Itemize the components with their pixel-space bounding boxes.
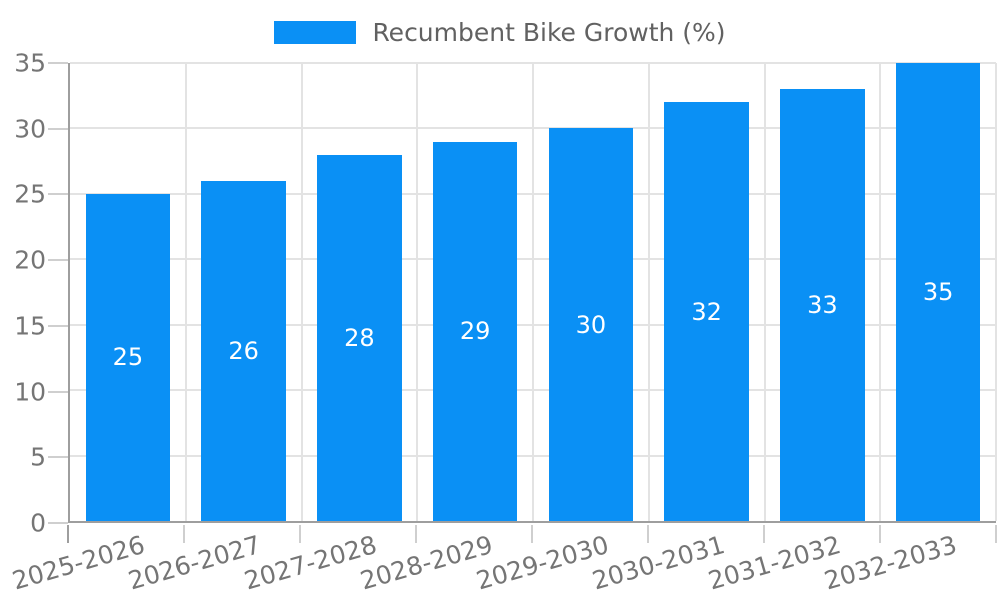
x-category-label: 2032-2033 [820,530,960,596]
x-category-label: 2028-2029 [356,530,496,596]
y-tick-mark [48,193,68,196]
y-tick-mark [48,127,68,130]
x-category-label: 2026-2027 [124,530,264,596]
bar-value-label: 33 [807,291,838,320]
x-tick-mark [763,525,765,543]
x-category-label: 2029-2030 [472,530,612,596]
bar-value-label: 32 [691,297,722,326]
x-category-label: 2030-2031 [588,530,728,596]
bar-value-label: 26 [228,336,259,365]
y-tick-mark [48,62,68,64]
bar-2032-2033[interactable]: 35 [895,63,981,521]
x-category-label: 2031-2032 [704,530,844,596]
bar-value-label: 28 [344,323,375,352]
gridline-vertical [647,63,650,521]
bar-value-label: 30 [575,310,607,339]
y-tick-label: 30 [14,114,46,144]
legend[interactable]: Recumbent Bike Growth (%) [0,20,1000,45]
gridline-vertical [879,63,882,521]
x-tick-mark [415,525,417,543]
y-tick-label: 15 [14,311,46,341]
legend-label: Recumbent Bike Growth (%) [372,18,726,47]
gridline-vertical [763,63,766,521]
bar-value-label: 35 [922,278,954,306]
bar-2027-2028[interactable]: 28 [317,154,402,521]
y-tick-mark [48,456,68,459]
bar-2025-2026[interactable]: 25 [85,193,171,521]
bar-2026-2027[interactable]: 26 [201,180,286,521]
gridline-vertical [995,63,997,521]
y-tick-mark [48,390,68,393]
x-tick-mark [183,525,185,543]
x-category-label: 2027-2028 [240,530,380,596]
y-tick-label: 35 [14,48,46,78]
gridline-vertical [532,63,534,521]
x-axis-ticks [67,525,997,543]
y-tick-label: 20 [14,245,46,275]
y-tick-mark [48,324,68,327]
bar-2030-2031[interactable]: 32 [664,102,749,521]
gridline-vertical [416,63,419,521]
y-tick-label: 25 [14,179,46,209]
x-axis-labels: 2025-2026 2026-2027 2027-2028 2028-2029 2029… [9,530,996,600]
x-tick-mark [879,525,881,543]
bar-2029-2030[interactable]: 30 [548,128,634,521]
y-axis-ticks [48,62,68,524]
x-tick-mark [531,525,533,543]
gridline-vertical [300,63,303,521]
x-tick-mark [67,525,69,543]
y-tick-label: 5 [30,442,46,472]
x-category-label: 2025-2026 [8,530,148,596]
x-tick-mark [299,525,301,543]
plot-area: 25 26 28 29 30 32 33 35 [68,62,997,523]
x-tick-mark [647,525,649,543]
y-tick-mark [48,259,68,262]
bar-2028-2029[interactable]: 29 [432,141,518,521]
x-tick-mark [995,525,997,543]
y-tick-mark [48,522,68,524]
legend-swatch-icon [274,21,357,44]
bar-value-label: 29 [459,317,491,346]
y-tick-label: 0 [30,508,46,538]
bar-value-label: 25 [112,343,144,372]
gridline-vertical [184,63,187,521]
y-axis-labels: 0 5 10 15 20 25 30 35 [0,51,46,536]
y-tick-label: 10 [14,377,46,407]
bar-2031-2032[interactable]: 33 [780,89,865,521]
